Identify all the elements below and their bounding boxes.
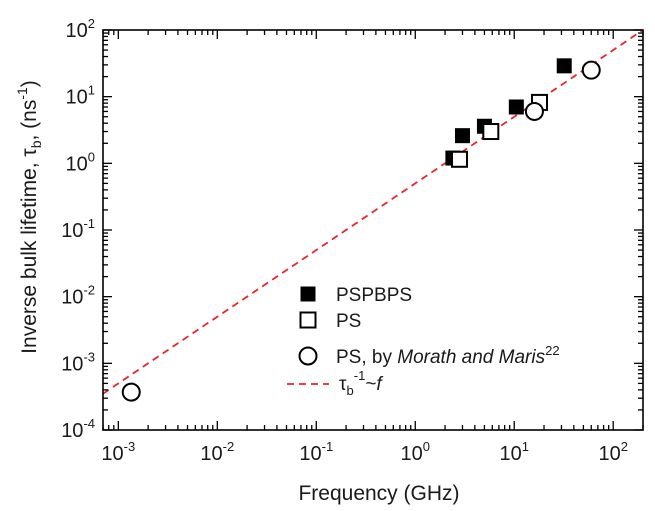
data-point <box>482 123 500 141</box>
series-open-circle <box>121 60 601 402</box>
legend-marker <box>299 311 317 329</box>
y-tick-label: 100 <box>66 149 95 175</box>
x-tick-label: 101 <box>499 439 528 465</box>
y-tick-label: 102 <box>66 16 95 42</box>
data-point <box>556 58 572 74</box>
y-tick-label: 10-2 <box>61 283 95 309</box>
data-point <box>451 150 469 168</box>
y-tick-label: 10-3 <box>61 349 95 375</box>
y-tick-label: 101 <box>66 83 95 109</box>
y-tick-label: 10-1 <box>61 216 95 242</box>
series-open-square <box>451 93 548 168</box>
plot-frame <box>102 29 644 431</box>
legend-label: PS, by Morath and Maris22 <box>336 343 560 368</box>
y-axis-title: Inverse bulk lifetime, τb, (ns-1) <box>14 80 44 354</box>
axes: 10-3 10-2 10-1 100 101 10210-410-310-210-1100… <box>61 16 644 465</box>
x-tick-label: 10-1 <box>299 439 333 465</box>
x-tick-label: 10-2 <box>200 439 234 465</box>
data-point <box>581 60 601 80</box>
series-filled-square <box>445 58 572 166</box>
legend-label: PS <box>336 311 361 332</box>
legend-label: PSPBPS <box>336 285 412 306</box>
data-point <box>121 382 141 402</box>
legend-marker <box>298 346 318 366</box>
plot-area <box>103 30 643 402</box>
x-tick-label: 100 <box>401 439 430 465</box>
data-point <box>524 101 544 121</box>
fit-line <box>103 30 643 395</box>
data-point <box>508 99 524 115</box>
legend-label: τb-1~f <box>339 368 383 398</box>
x-axis-title: Frequency (GHz) <box>298 482 459 505</box>
data-point <box>454 128 470 144</box>
legend-marker <box>300 286 316 302</box>
x-tick-label: 10-3 <box>101 439 135 465</box>
x-tick-label: 102 <box>598 439 627 465</box>
y-tick-label: 10-4 <box>61 416 95 442</box>
